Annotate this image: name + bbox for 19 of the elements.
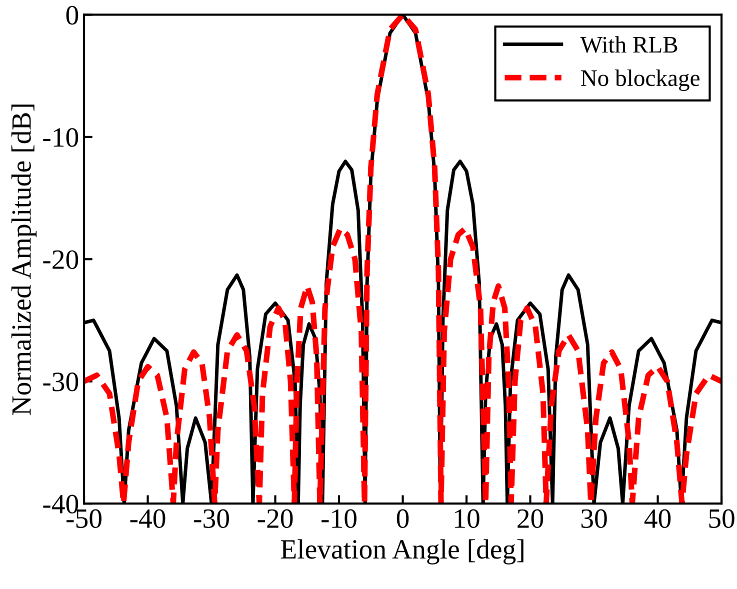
line-series (84, 14, 722, 504)
x-tick-label: 10 (455, 509, 480, 528)
x-tick-label: -10 (322, 509, 356, 528)
y-tick-label: 0 (66, 6, 78, 25)
x-tick-label: -40 (130, 509, 166, 528)
x-tick-label: 40 (644, 509, 671, 528)
x-tick-label: -20 (258, 509, 293, 528)
legend-label: With RLB (580, 36, 678, 53)
y-tick-label: -30 (43, 372, 78, 392)
x-tick-label: 20 (518, 509, 544, 528)
y-tick-label: -20 (43, 250, 78, 270)
x-tick-label: 50 (709, 509, 734, 528)
x-tick-label: 30 (581, 509, 607, 528)
x-axis-title: Elevation Angle [deg] (280, 539, 524, 564)
x-tick-label: 0 (396, 509, 409, 528)
y-axis-title: Normalized Amplitude [dB] (11, 104, 37, 415)
y-tick-label: -10 (43, 128, 78, 147)
legend-label: No blockage (580, 69, 700, 91)
x-tick-label: -30 (194, 509, 229, 528)
